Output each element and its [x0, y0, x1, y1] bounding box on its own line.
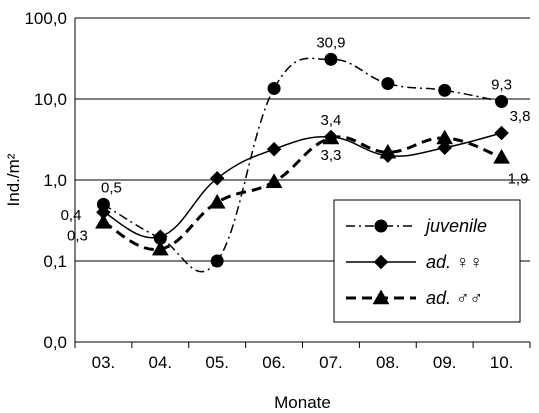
marker-triangle [265, 173, 283, 189]
marker-circle [374, 219, 388, 233]
marker-triangle [372, 289, 390, 305]
data-label: 0,5 [101, 179, 122, 196]
data-label: 0,4 [61, 207, 82, 224]
legend-item: juvenile [346, 216, 487, 236]
y-tick-label: 10,0 [34, 90, 67, 109]
marker-triangle [379, 143, 397, 159]
x-tick-label: 09. [433, 353, 457, 372]
x-tick-label: 06. [262, 353, 286, 372]
data-label: 0,3 [67, 227, 88, 244]
data-label: 3,4 [321, 112, 342, 129]
y-axis-label: Ind./m² [4, 153, 23, 206]
y-tick-label: 1,0 [43, 171, 67, 190]
marker-diamond [437, 140, 453, 156]
data-label: 3,3 [321, 147, 342, 164]
data-label: 1,9 [508, 170, 529, 187]
marker-circle [324, 52, 338, 66]
legend: juvenile ad. ♀♀ ad. ♂♂ [333, 199, 521, 323]
series-0 [96, 52, 509, 273]
x-tick-label: 07. [319, 353, 343, 372]
marker-circle [267, 81, 281, 95]
marker-circle [438, 83, 452, 97]
series-1 [96, 125, 509, 244]
data-label: 3,8 [510, 108, 531, 125]
data-label: 30,9 [316, 34, 345, 51]
marker-diamond [209, 170, 225, 186]
marker-triangle [493, 148, 510, 164]
legend-item: ad. ♂♂ [346, 288, 483, 308]
legend-item: ad. ♀♀ [346, 252, 483, 272]
x-axis: 03. 04. 05. 06. 07. 08. 09. 10. [74, 18, 531, 372]
marker-circle [381, 77, 395, 91]
y-tick-label: 0,1 [43, 252, 67, 271]
marker-circle [495, 95, 509, 109]
legend-label: juvenile [423, 216, 487, 236]
marker-diamond [266, 141, 282, 157]
y-tick-label: 100,0 [24, 9, 67, 28]
legend-box [333, 199, 521, 323]
series-layer [95, 52, 510, 273]
series-2 [95, 129, 510, 256]
marker-triangle [322, 129, 340, 145]
marker-triangle [436, 129, 454, 145]
y-tick-label: 0,0 [43, 333, 67, 352]
data-labels: 0,5 0,4 0,3 30,9 3,4 3,3 9,3 3,8 1,9 [61, 34, 531, 244]
x-tick-label: 03. [92, 353, 116, 372]
legend-label: ad. ♀♀ [426, 252, 483, 272]
marker-diamond [373, 254, 389, 270]
marker-diamond [494, 125, 509, 141]
marker-circle [210, 254, 224, 268]
x-tick-label: 05. [205, 353, 229, 372]
legend-label: ad. ♂♂ [426, 288, 483, 308]
x-tick-label: 08. [376, 353, 400, 372]
x-tick-label: 10. [490, 353, 514, 372]
x-tick-label: 04. [148, 353, 172, 372]
series-line [102, 135, 503, 251]
marker-triangle [208, 193, 226, 209]
marker-triangle [95, 213, 112, 229]
y-axis-ticks: 0,0 0,1 1,0 10,0 100,0 [24, 9, 67, 352]
marker-triangle [151, 240, 169, 256]
data-label: 9,3 [491, 77, 512, 94]
marker-circle [96, 197, 110, 211]
x-axis-label: Monate [274, 393, 331, 412]
